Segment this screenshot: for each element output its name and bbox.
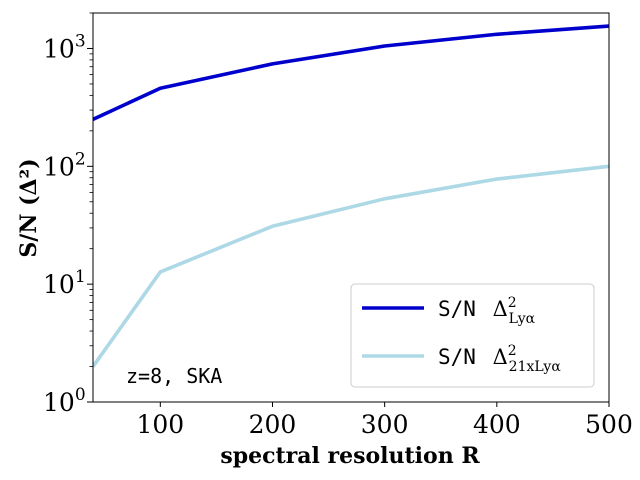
x-tick-label-300: 300 bbox=[361, 410, 409, 439]
y-tick-label-0: 100 bbox=[43, 385, 86, 417]
series-line-2 bbox=[93, 164, 609, 368]
x-axis-label: spectral resolution R bbox=[220, 443, 480, 469]
annotation-label: z=8, SKA bbox=[126, 364, 222, 388]
x-tick-label-200: 200 bbox=[249, 410, 297, 439]
y-axis-label: S/N (Δ²) bbox=[16, 158, 42, 257]
y-tick-label-1: 101 bbox=[43, 267, 86, 299]
x-tick-label-400: 400 bbox=[473, 410, 521, 439]
x-tick-label-100: 100 bbox=[136, 410, 184, 439]
axes: 100 200 300 400 500 100 101 102 103 bbox=[43, 12, 633, 439]
plot-frame bbox=[92, 12, 610, 403]
legend-label-1: S/N Δ2 Lyα bbox=[438, 295, 536, 327]
y-tick-label-3: 103 bbox=[43, 31, 86, 63]
plot-area bbox=[93, 24, 609, 368]
axis-labels: spectral resolution R S/N (Δ²) z=8, SKA bbox=[16, 158, 480, 469]
x-tick-label-500: 500 bbox=[585, 410, 633, 439]
y-tick-label-2: 102 bbox=[43, 149, 86, 181]
legend-label-2: S/N Δ2 21xLyα bbox=[438, 343, 561, 375]
legend: S/N Δ2 Lyα S/N Δ2 21xLyα bbox=[350, 283, 595, 388]
series-line-1 bbox=[93, 24, 609, 122]
